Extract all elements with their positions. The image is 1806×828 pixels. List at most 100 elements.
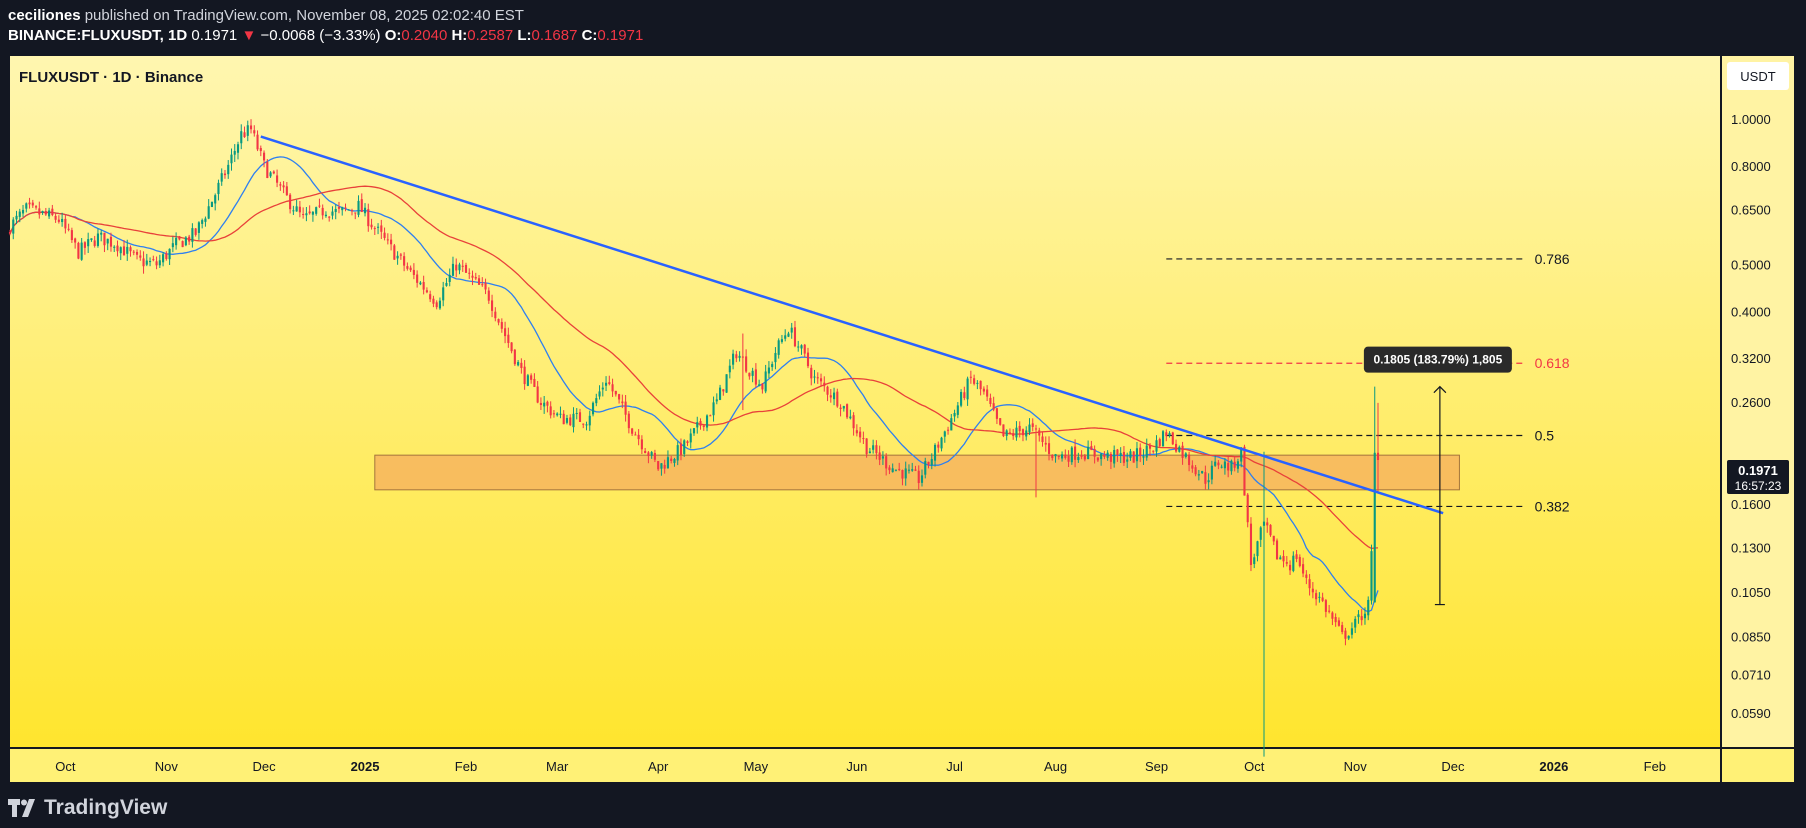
candle[interactable] <box>1044 436 1047 452</box>
candle[interactable] <box>1012 428 1015 440</box>
candle[interactable] <box>57 215 60 224</box>
candle[interactable] <box>1191 460 1194 473</box>
candle[interactable] <box>1318 592 1321 603</box>
candle[interactable] <box>963 386 966 401</box>
candle[interactable] <box>77 241 80 260</box>
candle[interactable] <box>1067 450 1070 468</box>
candle[interactable] <box>657 460 660 471</box>
candle[interactable] <box>1047 436 1051 461</box>
candle[interactable] <box>705 414 709 432</box>
candle[interactable] <box>784 329 787 342</box>
candle[interactable] <box>732 349 735 370</box>
candle[interactable] <box>1324 598 1327 618</box>
candle[interactable] <box>810 364 813 386</box>
candle[interactable] <box>787 331 790 338</box>
candle[interactable] <box>751 367 754 383</box>
candle[interactable] <box>70 227 73 243</box>
candle[interactable] <box>1275 538 1279 560</box>
candle[interactable] <box>933 443 937 467</box>
candle[interactable] <box>777 338 780 359</box>
candle[interactable] <box>425 287 428 294</box>
candle[interactable] <box>692 428 696 436</box>
candle[interactable] <box>1197 469 1200 481</box>
candle[interactable] <box>634 431 637 436</box>
candle[interactable] <box>914 465 917 472</box>
candle[interactable] <box>588 410 591 431</box>
candle[interactable] <box>253 125 256 137</box>
candle[interactable] <box>920 469 924 487</box>
candle[interactable] <box>517 360 520 367</box>
candle[interactable] <box>285 181 288 196</box>
candle[interactable] <box>1087 440 1090 460</box>
candle[interactable] <box>1292 551 1295 573</box>
candle[interactable] <box>220 168 223 186</box>
candle[interactable] <box>982 386 985 395</box>
candle[interactable] <box>826 385 829 402</box>
candle[interactable] <box>1321 592 1324 603</box>
candle[interactable] <box>373 226 376 235</box>
candle[interactable] <box>829 389 832 403</box>
candle[interactable] <box>1256 540 1259 562</box>
support-zone[interactable] <box>374 454 1460 491</box>
candle[interactable] <box>565 414 569 425</box>
candle[interactable] <box>249 119 253 134</box>
candle[interactable] <box>324 211 328 218</box>
candle[interactable] <box>497 318 500 326</box>
candle[interactable] <box>745 349 748 374</box>
candle[interactable] <box>507 327 510 348</box>
candle[interactable] <box>18 208 21 223</box>
candle[interactable] <box>227 160 230 179</box>
candle[interactable] <box>132 249 135 256</box>
candle[interactable] <box>1116 448 1119 462</box>
candle[interactable] <box>862 431 865 444</box>
candle[interactable] <box>171 236 174 253</box>
candle[interactable] <box>1354 616 1357 634</box>
candle[interactable] <box>663 459 666 474</box>
candle[interactable] <box>621 394 624 409</box>
candle[interactable] <box>1249 517 1253 572</box>
candle[interactable] <box>1109 451 1112 470</box>
candle[interactable] <box>907 464 911 474</box>
candle[interactable] <box>1328 604 1331 614</box>
candle[interactable] <box>230 148 233 171</box>
candle[interactable] <box>875 440 878 460</box>
candle[interactable] <box>611 378 614 397</box>
candle[interactable] <box>113 245 116 253</box>
candle[interactable] <box>1083 454 1086 462</box>
candle[interactable] <box>204 216 207 227</box>
candle[interactable] <box>1188 451 1191 472</box>
candle[interactable] <box>640 435 643 455</box>
candle[interactable] <box>1214 455 1217 467</box>
candle[interactable] <box>855 424 858 437</box>
candle[interactable] <box>256 130 259 152</box>
candle[interactable] <box>1207 473 1210 490</box>
candle[interactable] <box>624 395 627 422</box>
candle[interactable] <box>458 262 461 275</box>
candle[interactable] <box>1155 435 1158 457</box>
candle[interactable] <box>774 347 777 370</box>
candle[interactable] <box>168 248 171 266</box>
candle[interactable] <box>64 215 67 234</box>
candle[interactable] <box>1126 452 1129 469</box>
candle[interactable] <box>894 469 898 472</box>
plot-area[interactable] <box>10 56 1720 748</box>
candle[interactable] <box>539 397 542 411</box>
candle[interactable] <box>1106 450 1109 461</box>
candle[interactable] <box>448 268 451 287</box>
candle[interactable] <box>546 400 549 413</box>
candle[interactable] <box>676 441 679 466</box>
candle[interactable] <box>1025 426 1028 441</box>
candle[interactable] <box>1302 557 1305 578</box>
tradingview-logo[interactable]: TradingView <box>8 796 167 820</box>
candle[interactable] <box>872 439 875 454</box>
candle[interactable] <box>735 350 738 363</box>
candle[interactable] <box>917 465 920 490</box>
candle[interactable] <box>390 233 393 251</box>
candle[interactable] <box>1272 535 1275 546</box>
candle[interactable] <box>233 144 236 162</box>
candle[interactable] <box>956 402 959 419</box>
candle[interactable] <box>1028 418 1031 436</box>
candle[interactable] <box>901 469 904 486</box>
candle[interactable] <box>543 395 546 414</box>
candle[interactable] <box>644 447 647 454</box>
